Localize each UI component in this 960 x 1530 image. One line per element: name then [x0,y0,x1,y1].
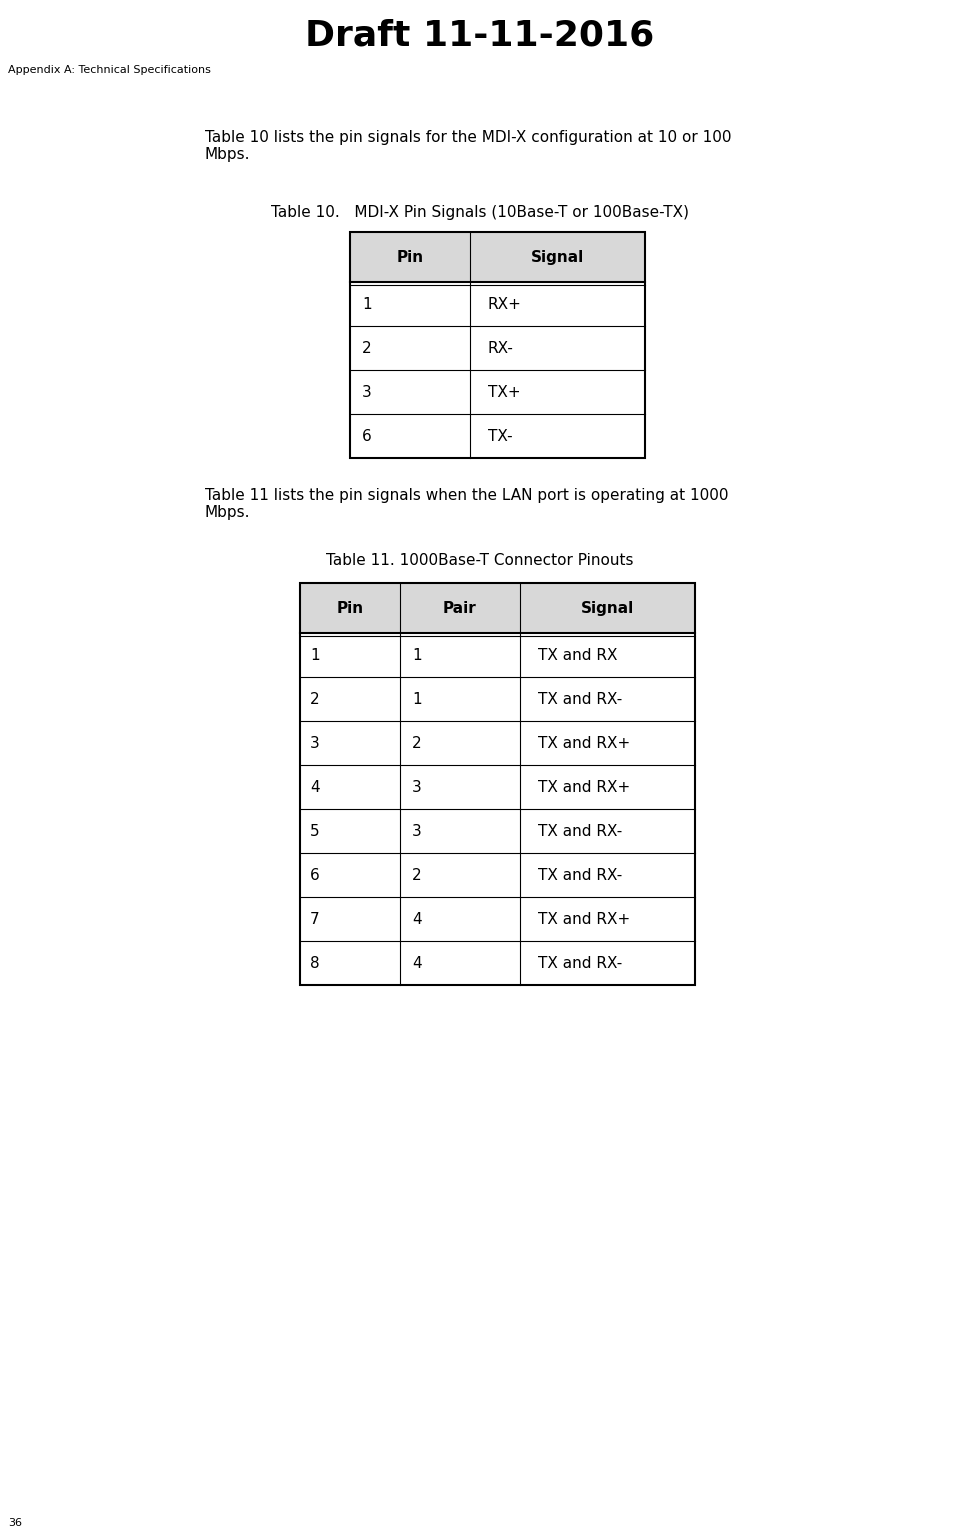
Text: 7: 7 [310,912,320,927]
Text: TX and RX+: TX and RX+ [538,912,630,927]
Text: Table 11. 1000Base-T Connector Pinouts: Table 11. 1000Base-T Connector Pinouts [326,552,634,568]
Text: TX-: TX- [488,428,512,444]
Text: Table 10 lists the pin signals for the MDI-X configuration at 10 or 100
Mbps.: Table 10 lists the pin signals for the M… [205,130,732,162]
Text: Draft 11-11-2016: Draft 11-11-2016 [305,18,655,52]
Text: TX and RX-: TX and RX- [538,692,622,707]
Bar [300,583,695,985]
Text: Signal: Signal [581,600,635,615]
Text: RX-: RX- [488,341,514,355]
Text: 6: 6 [362,428,372,444]
Bar [350,233,645,457]
Text: 36: 36 [8,1518,22,1528]
Text: 2: 2 [412,736,421,751]
Text: 3: 3 [412,823,421,838]
Text: Table 10.   MDI-X Pin Signals (10Base-T or 100Base-TX): Table 10. MDI-X Pin Signals (10Base-T or… [271,205,689,220]
Text: TX+: TX+ [488,384,520,399]
Text: Pin: Pin [396,249,423,265]
Text: Table 11 lists the pin signals when the LAN port is operating at 1000
Mbps.: Table 11 lists the pin signals when the … [205,488,729,520]
Bar [350,370,645,415]
Text: Signal: Signal [531,249,584,265]
Bar [350,326,645,370]
Text: TX and RX-: TX and RX- [538,823,622,838]
Text: 3: 3 [310,736,320,751]
Text: RX+: RX+ [488,297,521,312]
Bar [300,941,695,985]
Text: 2: 2 [310,692,320,707]
Bar [300,583,695,633]
Text: 4: 4 [412,956,421,970]
Bar [300,765,695,809]
Text: TX and RX: TX and RX [538,647,617,662]
Bar [300,633,695,676]
Text: 4: 4 [412,912,421,927]
Bar [300,897,695,941]
Bar [300,809,695,854]
Text: 2: 2 [362,341,372,355]
Bar [350,233,645,282]
Text: 2: 2 [412,868,421,883]
Text: 4: 4 [310,779,320,794]
Text: 3: 3 [412,779,421,794]
Text: 1: 1 [310,647,320,662]
Text: TX and RX-: TX and RX- [538,868,622,883]
Bar [300,676,695,721]
Text: TX and RX+: TX and RX+ [538,736,630,751]
Text: Pin: Pin [336,600,364,615]
Bar [300,854,695,897]
Text: TX and RX+: TX and RX+ [538,779,630,794]
Text: 6: 6 [310,868,320,883]
Text: 1: 1 [412,692,421,707]
Text: 8: 8 [310,956,320,970]
Bar [300,721,695,765]
Text: 3: 3 [362,384,372,399]
Text: 1: 1 [362,297,372,312]
Text: TX and RX-: TX and RX- [538,956,622,970]
Bar [350,415,645,457]
Text: 1: 1 [412,647,421,662]
Text: Appendix A: Technical Specifications: Appendix A: Technical Specifications [8,64,211,75]
Text: Pair: Pair [444,600,477,615]
Text: 5: 5 [310,823,320,838]
Bar [350,282,645,326]
